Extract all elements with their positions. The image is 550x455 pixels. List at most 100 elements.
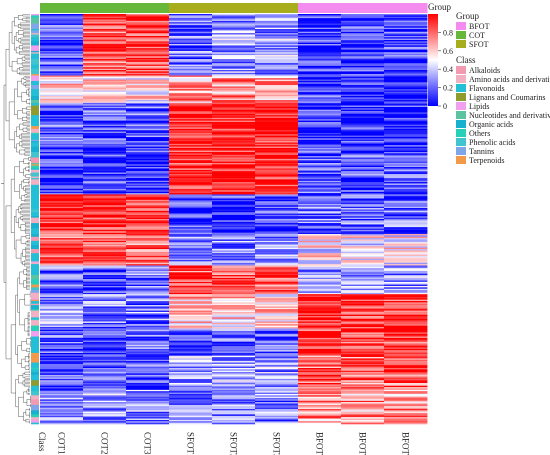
heatmap-cell xyxy=(83,149,127,151)
heatmap-cell xyxy=(298,228,342,231)
heatmap-row xyxy=(40,377,428,380)
heatmap-row xyxy=(40,225,428,228)
heatmap-cell xyxy=(83,340,127,343)
heatmap-cell xyxy=(341,42,385,45)
heatmap-cell xyxy=(40,105,84,108)
heatmap-row xyxy=(40,187,428,190)
heatmap-cell xyxy=(126,86,170,89)
heatmap-cell xyxy=(255,250,299,253)
heatmap-cell xyxy=(384,332,428,335)
heatmap-cell xyxy=(83,132,127,135)
heatmap-cell xyxy=(341,37,385,39)
heatmap-cell xyxy=(341,281,385,284)
heatmap-cell xyxy=(212,295,256,298)
heatmap-cell xyxy=(40,407,84,410)
heatmap-row xyxy=(40,188,428,191)
heatmap-cell xyxy=(255,206,299,209)
heatmap-cell xyxy=(40,260,84,262)
heatmap-cell xyxy=(126,61,170,64)
heatmap-cell xyxy=(298,180,342,183)
heatmap-cell xyxy=(298,296,342,299)
heatmap-row xyxy=(40,249,428,251)
heatmap-cell xyxy=(169,68,213,71)
heatmap-row xyxy=(40,139,428,142)
heatmap-cell xyxy=(384,180,428,183)
heatmap-cell xyxy=(169,346,213,348)
heatmap-cell xyxy=(126,415,170,418)
heatmap-cell xyxy=(384,71,428,74)
heatmap-cell xyxy=(298,187,342,190)
heatmap-row xyxy=(40,169,428,172)
heatmap-cell xyxy=(341,35,385,38)
heatmap-cell xyxy=(341,160,385,162)
heatmap-cell xyxy=(341,294,385,296)
heatmap-row xyxy=(40,273,428,276)
heatmap-cell xyxy=(341,314,385,317)
heatmap-cell xyxy=(169,320,213,322)
heatmap-cell xyxy=(384,240,428,243)
heatmap-cell xyxy=(169,16,213,19)
heatmap-cell xyxy=(83,385,127,388)
heatmap-cell xyxy=(384,316,428,318)
heatmap-cell xyxy=(126,113,170,116)
heatmap-cell xyxy=(255,419,299,422)
heatmap-cell xyxy=(40,134,84,136)
heatmap-cell xyxy=(298,67,342,69)
heatmap-cell xyxy=(126,242,170,244)
heatmap-cell xyxy=(169,153,213,156)
heatmap-cell xyxy=(83,26,127,28)
heatmap-cell xyxy=(384,137,428,139)
heatmap-cell xyxy=(126,352,170,355)
heatmap-cell xyxy=(83,29,127,31)
heatmap-row xyxy=(40,387,428,389)
heatmap-cell xyxy=(384,392,428,395)
heatmap-row xyxy=(40,104,428,106)
heatmap-cell xyxy=(384,419,428,422)
heatmap-cell xyxy=(298,322,342,325)
heatmap-row xyxy=(40,194,428,197)
heatmap-cell xyxy=(83,369,127,371)
heatmap-cell xyxy=(126,135,170,138)
heatmap-cell xyxy=(255,46,299,49)
heatmap-cell xyxy=(169,239,213,242)
heatmap-cell xyxy=(298,123,342,125)
heatmap-row xyxy=(40,236,428,239)
class-bar-segment xyxy=(31,391,39,396)
heatmap-cell xyxy=(255,116,299,119)
heatmap-cell xyxy=(212,98,256,101)
heatmap-cell xyxy=(83,326,127,329)
heatmap-cell xyxy=(40,55,84,57)
heatmap-cell xyxy=(255,332,299,335)
heatmap-cell xyxy=(341,164,385,166)
heatmap-cell xyxy=(83,246,127,248)
heatmap-cell xyxy=(40,339,84,341)
heatmap-cell xyxy=(83,313,127,315)
heatmap-cell xyxy=(212,31,256,34)
heatmap-cell xyxy=(255,18,299,20)
heatmap-cell xyxy=(341,344,385,347)
heatmap-row xyxy=(40,15,428,18)
class-bar-segment xyxy=(31,30,39,34)
heatmap-cell xyxy=(298,156,342,158)
heatmap-cell xyxy=(212,39,256,42)
heatmap-row xyxy=(40,34,428,37)
heatmap-cell xyxy=(255,24,299,27)
class-bar-segment xyxy=(31,310,39,315)
heatmap-row xyxy=(40,332,428,335)
heatmap-cell xyxy=(169,391,213,393)
heatmap-cell xyxy=(212,236,256,239)
heatmap-cell xyxy=(384,68,428,71)
heatmap-cell xyxy=(341,291,385,294)
heatmap-cell xyxy=(126,302,170,305)
heatmap-cell xyxy=(126,223,170,225)
heatmap-cell xyxy=(169,363,213,366)
heatmap-cell xyxy=(83,232,127,235)
heatmap-cell xyxy=(255,299,299,302)
heatmap-cell xyxy=(255,115,299,117)
heatmap-cell xyxy=(40,270,84,273)
heatmap-cell xyxy=(255,22,299,24)
heatmap-cell xyxy=(169,187,213,190)
heatmap-cell xyxy=(83,419,127,422)
heatmap-cell xyxy=(169,78,213,80)
heatmap-cell xyxy=(298,273,342,276)
